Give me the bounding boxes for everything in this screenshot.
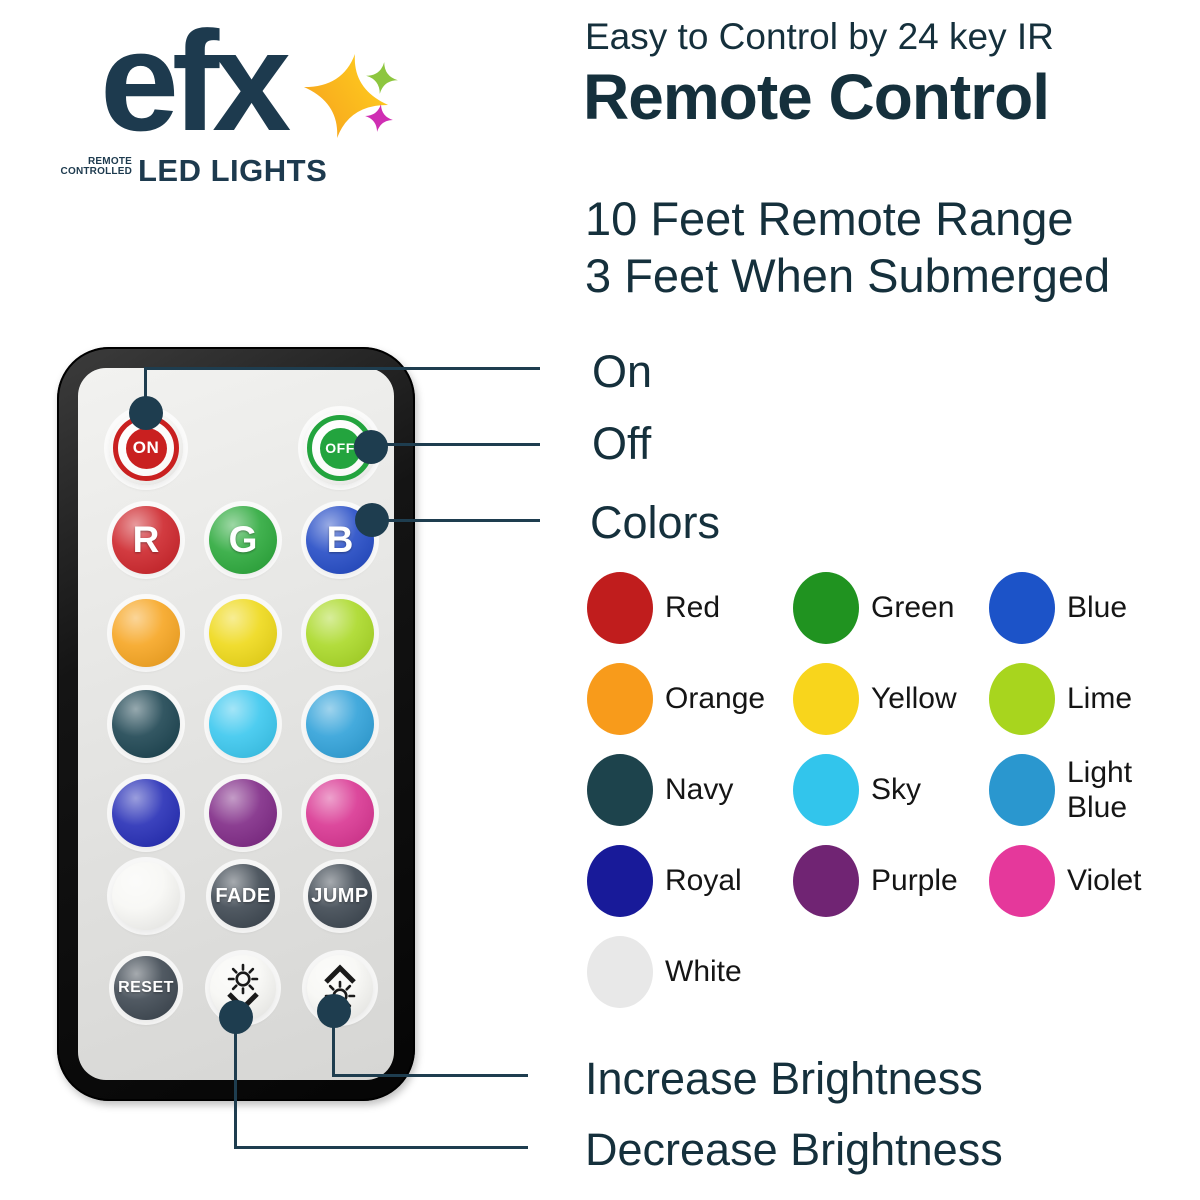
color-swatch-green <box>793 571 859 644</box>
remote-button-orange[interactable] <box>112 599 180 667</box>
sparkle-magenta-icon <box>365 104 393 132</box>
color-swatch-sky <box>793 753 859 826</box>
legend-item-orange: Orange <box>587 653 793 744</box>
legend-item-green: Green <box>793 562 989 653</box>
remote-button-fade-label: FADE <box>215 884 271 907</box>
legend-item-violet: Violet <box>989 835 1199 926</box>
remote-button-light-blue[interactable] <box>306 690 374 758</box>
callout-line-on-vertical <box>144 368 147 414</box>
logo-product-name: LED LIGHTS <box>138 153 328 188</box>
color-swatch-purple <box>793 844 859 917</box>
logo-tagline: REMOTE CONTROLLED <box>56 157 132 177</box>
remote-button-royal[interactable] <box>112 779 180 847</box>
sparkle-green-icon <box>366 62 398 94</box>
legend-item-lime: Lime <box>989 653 1199 744</box>
remote-button-jump-label: JUMP <box>311 884 369 907</box>
legend-item-purple: Purple <box>793 835 989 926</box>
remote-button-jump[interactable]: JUMP <box>308 864 372 928</box>
legend-label-purple: Purple <box>871 864 958 897</box>
legend-label-blue: Blue <box>1067 591 1128 624</box>
callout-line-off <box>371 443 540 446</box>
color-swatch-light-blue <box>989 753 1055 826</box>
subtitle: Easy to Control by 24 key IR <box>585 16 1054 57</box>
color-swatch-blue <box>989 571 1055 644</box>
legend-label-orange: Orange <box>665 682 766 715</box>
legend-label-lime: Lime <box>1067 682 1133 715</box>
remote-button-off[interactable]: OFF <box>303 411 377 485</box>
callout-label-colors: Colors <box>590 497 721 548</box>
legend-label-violet: Violet <box>1067 864 1142 897</box>
remote-button-green[interactable]: G <box>209 506 277 574</box>
legend-item-light-blue: Light Blue <box>989 744 1199 835</box>
remote-button-white[interactable] <box>112 862 180 930</box>
legend-item-red: Red <box>587 562 793 653</box>
remote-button-red-label: R <box>132 519 160 560</box>
color-swatch-yellow <box>793 662 859 735</box>
callout-line-increase <box>332 1074 528 1077</box>
callout-line-decrease <box>234 1146 528 1149</box>
range-line1: 10 Feet Remote Range <box>585 192 1074 245</box>
legend-label-navy: Navy <box>665 773 734 806</box>
remote-button-reset[interactable]: RESET <box>114 956 178 1020</box>
callout-line-decrease-vertical <box>234 1017 237 1149</box>
callout-dot-colors <box>355 503 389 537</box>
callout-dot-off <box>354 430 388 464</box>
callout-line-increase-vertical <box>332 1011 335 1077</box>
remote-button-lime[interactable] <box>306 599 374 667</box>
legend-item-blue: Blue <box>989 562 1199 653</box>
range-text: 10 Feet Remote Range 3 Feet When Submerg… <box>585 190 1110 304</box>
remote-button-red[interactable]: R <box>112 506 180 574</box>
callout-label-on: On <box>592 346 653 397</box>
remote-button-green-label: G <box>228 519 258 560</box>
legend-item-sky: Sky <box>793 744 989 835</box>
legend-item-yellow: Yellow <box>793 653 989 744</box>
callout-label-off: Off <box>592 418 652 469</box>
legend-item-royal: Royal <box>587 835 793 926</box>
legend-label-red: Red <box>665 591 721 624</box>
color-swatch-orange <box>587 662 653 735</box>
remote-button-sky[interactable] <box>209 690 277 758</box>
callout-line-colors <box>372 519 540 522</box>
color-swatch-navy <box>587 753 653 826</box>
callout-label-decrease: Decrease Brightness <box>585 1124 1003 1175</box>
range-line2: 3 Feet When Submerged <box>585 249 1111 302</box>
color-swatch-violet <box>989 844 1055 917</box>
remote-button-blue-label: B <box>326 519 354 560</box>
legend-label-green: Green <box>871 591 955 624</box>
callout-dot-on <box>129 396 163 430</box>
legend-label-yellow: Yellow <box>871 682 957 715</box>
remote-button-on-label: ON <box>125 427 167 469</box>
page-title: Remote Control <box>583 61 1050 133</box>
legend-item-navy: Navy <box>587 744 793 835</box>
remote-button-navy[interactable] <box>112 690 180 758</box>
legend-label-light-blue: Light Blue <box>1067 755 1133 824</box>
remote-button-purple[interactable] <box>209 779 277 847</box>
remote-button-yellow[interactable] <box>209 599 277 667</box>
legend-label-sky: Sky <box>871 773 922 806</box>
callout-dot-decrease <box>219 1000 253 1034</box>
logo-tagline-line1: REMOTE <box>88 156 132 167</box>
callout-dot-increase <box>317 994 351 1028</box>
remote-button-reset-label: RESET <box>118 979 174 996</box>
callout-line-on <box>144 367 540 370</box>
color-swatch-white <box>587 935 653 1008</box>
color-swatch-royal <box>587 844 653 917</box>
legend-label-white: White <box>665 955 742 988</box>
remote-button-fade[interactable]: FADE <box>211 864 275 928</box>
legend-label-royal: Royal <box>665 864 742 897</box>
logo-tagline-line2: CONTROLLED <box>60 166 132 177</box>
sparkle-large-icon <box>303 53 389 139</box>
callout-label-increase: Increase Brightness <box>585 1053 983 1104</box>
efx-logo: efx <box>100 2 291 161</box>
sparkles-icon <box>303 53 398 139</box>
remote-button-off-label: OFF <box>319 427 361 469</box>
legend-item-white: White <box>587 926 793 1017</box>
color-swatch-lime <box>989 662 1055 735</box>
color-swatch-red <box>587 571 653 644</box>
color-legend: Red Green Blue Orange Yellow Lime Navy Sky Light… <box>587 562 1199 1017</box>
remote-button-violet[interactable] <box>306 779 374 847</box>
